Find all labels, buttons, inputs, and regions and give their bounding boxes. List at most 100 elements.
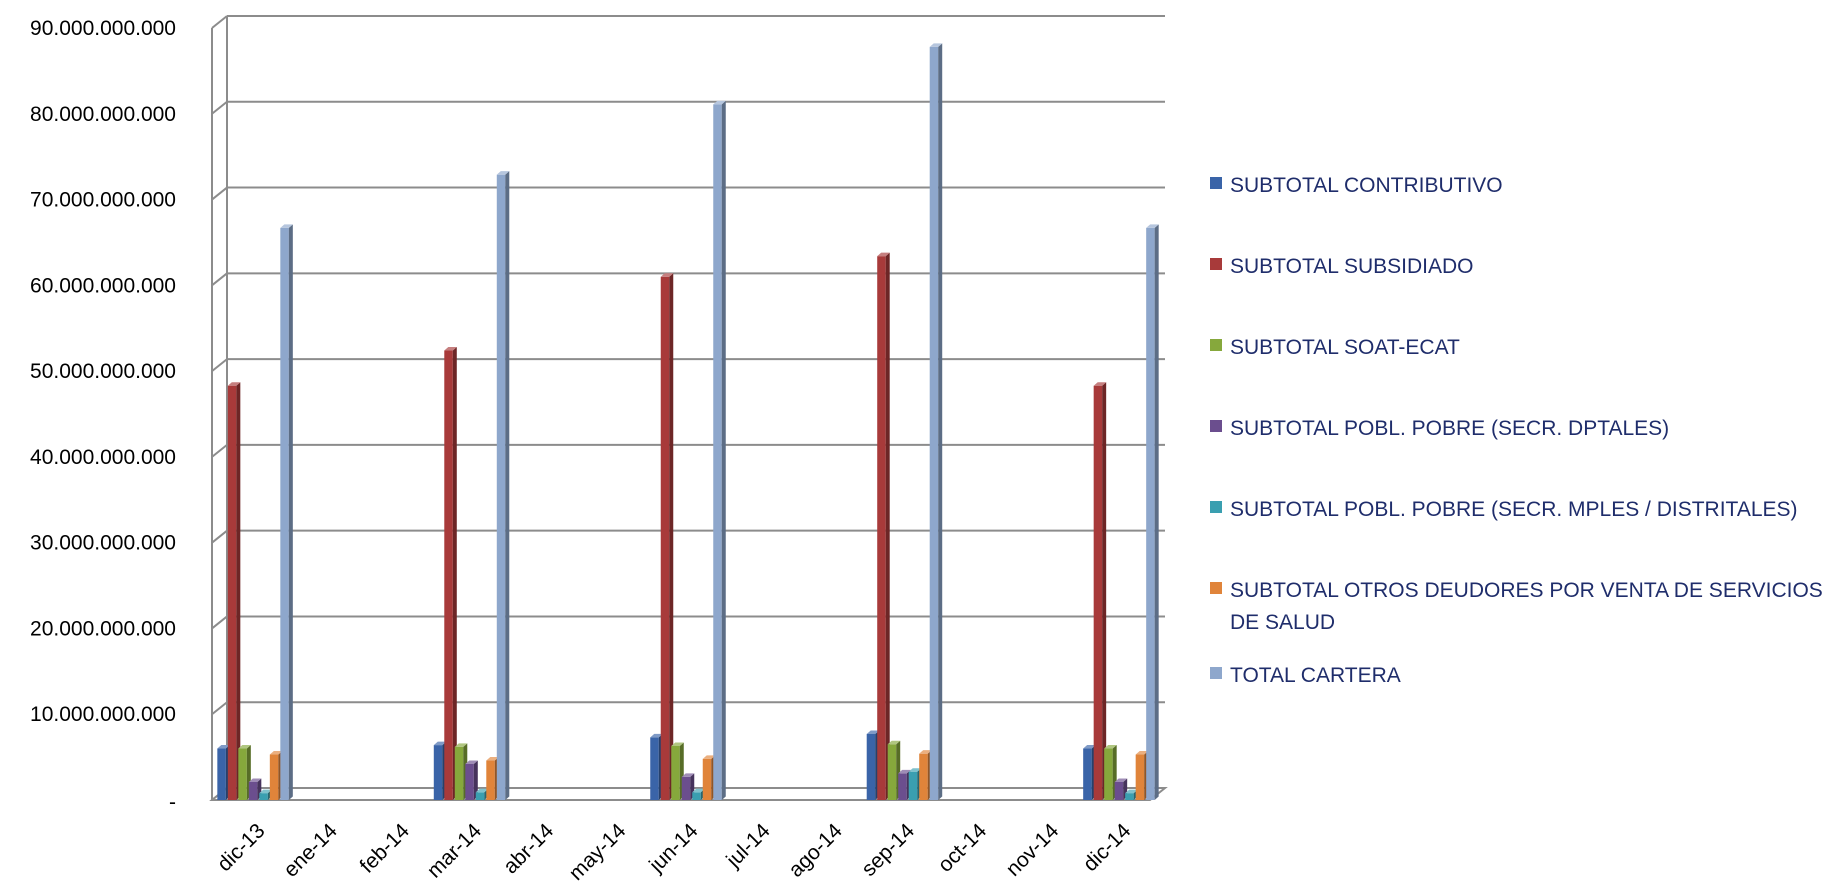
gridline-side <box>211 529 228 544</box>
bar-side <box>473 760 478 800</box>
bar <box>280 224 293 800</box>
y-tick-label: 40.000.000.000 <box>30 446 176 469</box>
bar-front <box>877 256 886 800</box>
legend-item: SUBTOTAL POBL. POBRE (SECR. MPLES / DIST… <box>1210 494 1830 526</box>
gridline-side <box>211 358 228 372</box>
bar-side <box>288 224 293 800</box>
bar <box>465 760 478 800</box>
legend-label: SUBTOTAL SOAT-ECAT <box>1230 336 1460 359</box>
bar-front <box>1093 385 1103 800</box>
x-tick-label: nov-14 <box>1002 819 1064 881</box>
bar-front <box>866 733 876 800</box>
x-tick-label: abr-14 <box>499 819 558 878</box>
bar-front <box>227 385 237 800</box>
x-tick-label: mar-14 <box>423 819 487 883</box>
bar-side <box>452 347 457 800</box>
x-tick-label: sep-14 <box>857 819 919 881</box>
bar-top <box>465 760 478 764</box>
bar-front <box>1125 793 1134 800</box>
bar-front <box>908 771 918 800</box>
bar-top <box>496 171 510 175</box>
bar-side <box>938 43 943 801</box>
bar-top <box>238 745 251 749</box>
bar-top <box>217 745 230 749</box>
legend-swatch <box>1210 420 1222 432</box>
bar-front <box>929 46 939 801</box>
bar-top <box>1146 224 1159 228</box>
bar-front <box>1083 748 1092 800</box>
bar-front <box>650 737 659 800</box>
legend-item: SUBTOTAL CONTRIBUTIVO <box>1210 170 1830 202</box>
y-axis-ticks: - 10.000.000.000 20.000.000.000 30.000.000.… <box>30 17 176 814</box>
y-tick-label: 10.000.000.000 <box>30 703 176 726</box>
bar-top <box>1125 789 1138 794</box>
bar-top <box>1093 382 1107 386</box>
bar-top <box>702 755 716 759</box>
bar-side <box>721 100 726 800</box>
bar-top <box>898 769 911 774</box>
bar-top <box>713 100 726 105</box>
legend-label: SUBTOTAL SUBSIDIADO <box>1230 255 1474 278</box>
bar-front <box>692 792 701 800</box>
bar-front <box>1135 754 1145 800</box>
x-tick-label: ago-14 <box>784 819 847 882</box>
legend-label: SUBTOTAL POBL. POBRE (SECR. MPLES / DIST… <box>1230 498 1798 521</box>
bar <box>1093 382 1107 800</box>
bar-top <box>248 778 262 782</box>
bar <box>1146 224 1159 800</box>
bar-front <box>660 276 670 800</box>
legend-item: SUBTOTAL OTROS DEUDORES POR VENTA DE SER… <box>1210 575 1830 639</box>
bar-top <box>433 741 447 746</box>
bar-front <box>1104 748 1113 800</box>
bar-top <box>681 773 695 777</box>
bar-top <box>671 742 684 746</box>
bar <box>681 773 695 800</box>
bar-side <box>669 273 674 800</box>
gridline-side <box>211 15 228 29</box>
bar-front <box>454 746 464 800</box>
bar-top <box>1135 751 1149 755</box>
y-tick-label: 20.000.000.000 <box>30 617 176 640</box>
bar-front <box>238 748 247 800</box>
bar-top <box>259 789 272 794</box>
legend-label: SUBTOTAL CONTRIBUTIVO <box>1230 174 1503 197</box>
gridline-side <box>211 444 228 458</box>
bar-top <box>227 382 241 386</box>
y-tick-label: 70.000.000.000 <box>30 189 176 212</box>
bar-top <box>908 768 922 772</box>
bars <box>217 43 1159 801</box>
x-tick-label: oct-14 <box>934 819 992 877</box>
bar-front <box>433 745 443 800</box>
bar-front <box>496 174 506 800</box>
y-tick-label: - <box>169 791 176 814</box>
bar-front <box>475 792 485 800</box>
bar-top <box>1083 745 1096 749</box>
y-tick-label: 60.000.000.000 <box>30 274 176 297</box>
gridline-side <box>211 615 228 630</box>
x-tick-label: dic-13 <box>213 819 270 876</box>
legend-item: SUBTOTAL SUBSIDIADO <box>1210 251 1830 283</box>
bar-front <box>681 776 691 800</box>
bar-front <box>898 773 907 800</box>
bar-side <box>1154 224 1159 800</box>
bar-front <box>713 104 722 800</box>
bar-top <box>1114 778 1128 782</box>
bar-side <box>236 382 241 800</box>
y-tick-label: 90.000.000.000 <box>30 17 176 40</box>
bar-side <box>1102 382 1107 800</box>
gridline-side <box>211 701 228 716</box>
x-tick-label: feb-14 <box>356 819 415 878</box>
bar-top <box>660 273 674 277</box>
legend-item: SUBTOTAL POBL. POBRE (SECR. DPTALES) <box>1210 413 1830 445</box>
bar-front <box>919 753 928 800</box>
bar <box>877 252 890 800</box>
bar-front <box>1114 781 1124 800</box>
bar-front <box>671 745 680 800</box>
gridline-side <box>211 100 228 115</box>
bar <box>713 100 726 800</box>
bar-side <box>505 171 510 800</box>
x-tick-label: jun-14 <box>644 819 702 877</box>
bar-top <box>1104 745 1117 749</box>
bar-front <box>887 744 897 800</box>
bar <box>929 43 943 801</box>
